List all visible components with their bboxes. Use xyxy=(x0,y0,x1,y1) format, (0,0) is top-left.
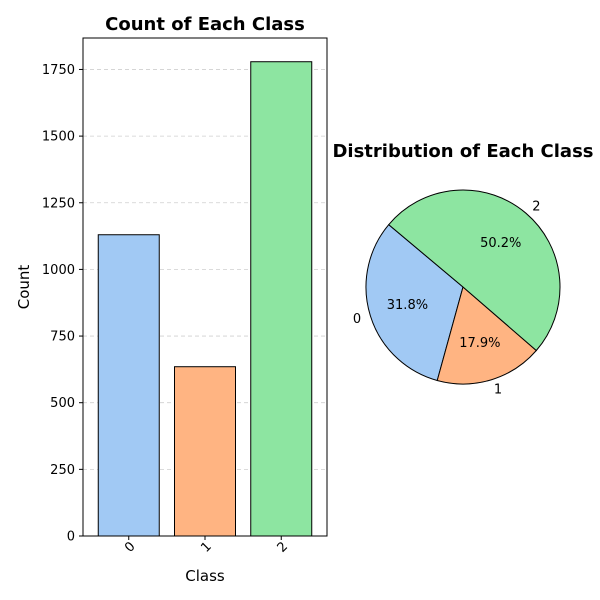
bar-y-tick-label: 1000 xyxy=(42,263,75,278)
bar-class-2 xyxy=(250,61,313,537)
bar-y-tick-label: 250 xyxy=(50,463,75,478)
pie-percent-label: 17.9% xyxy=(459,336,500,351)
bar-x-tick-label: 2 xyxy=(275,539,291,555)
pie-percent-label: 50.2% xyxy=(480,236,521,251)
pie-labels: 0 31.8% 1 17.9% 2 50.2% xyxy=(353,199,541,397)
pie-slice-2 xyxy=(387,189,561,352)
bar-y-tick-label: 1750 xyxy=(42,63,75,78)
bar-y-tick-label: 750 xyxy=(50,330,75,345)
pie-label: 1 xyxy=(494,383,502,398)
pie-percent-label: 31.8% xyxy=(387,298,428,313)
bar-y-tick-label: 0 xyxy=(67,530,75,545)
pie-chart-title: Distribution of Each Class xyxy=(332,141,593,162)
bar-x-tick-label: 1 xyxy=(198,539,214,555)
bar-x-tick-label: 0 xyxy=(122,539,138,555)
bar-series xyxy=(97,61,313,537)
bar-chart-title: Count of Each Class xyxy=(105,14,305,35)
pie-label: 2 xyxy=(532,199,540,214)
bar-y-tick-label: 1250 xyxy=(42,196,75,211)
bar-x-axis-label: Class xyxy=(185,567,225,585)
pie-slice-0 xyxy=(365,223,464,382)
bar-class-0 xyxy=(97,234,160,537)
pie-slice-1 xyxy=(436,286,538,385)
bar-y-tick-label: 500 xyxy=(50,396,75,411)
bar-chart: Count of Each Class 0 250 500 750 1000 1250 15… xyxy=(15,14,328,585)
bar-x-ticks: 0 1 2 xyxy=(122,536,291,556)
pie-chart: Distribution of Each Class 0 31.8% 1 17.9% 2… xyxy=(332,141,593,398)
pie-label: 0 xyxy=(353,312,361,327)
bar-y-ticks: 0 250 500 750 1000 1250 1500 1750 xyxy=(42,63,83,545)
bar-class-1 xyxy=(174,366,236,537)
bar-y-tick-label: 1500 xyxy=(42,130,75,145)
bar-y-axis-label: Count xyxy=(15,265,33,310)
pie-slices xyxy=(365,189,561,385)
